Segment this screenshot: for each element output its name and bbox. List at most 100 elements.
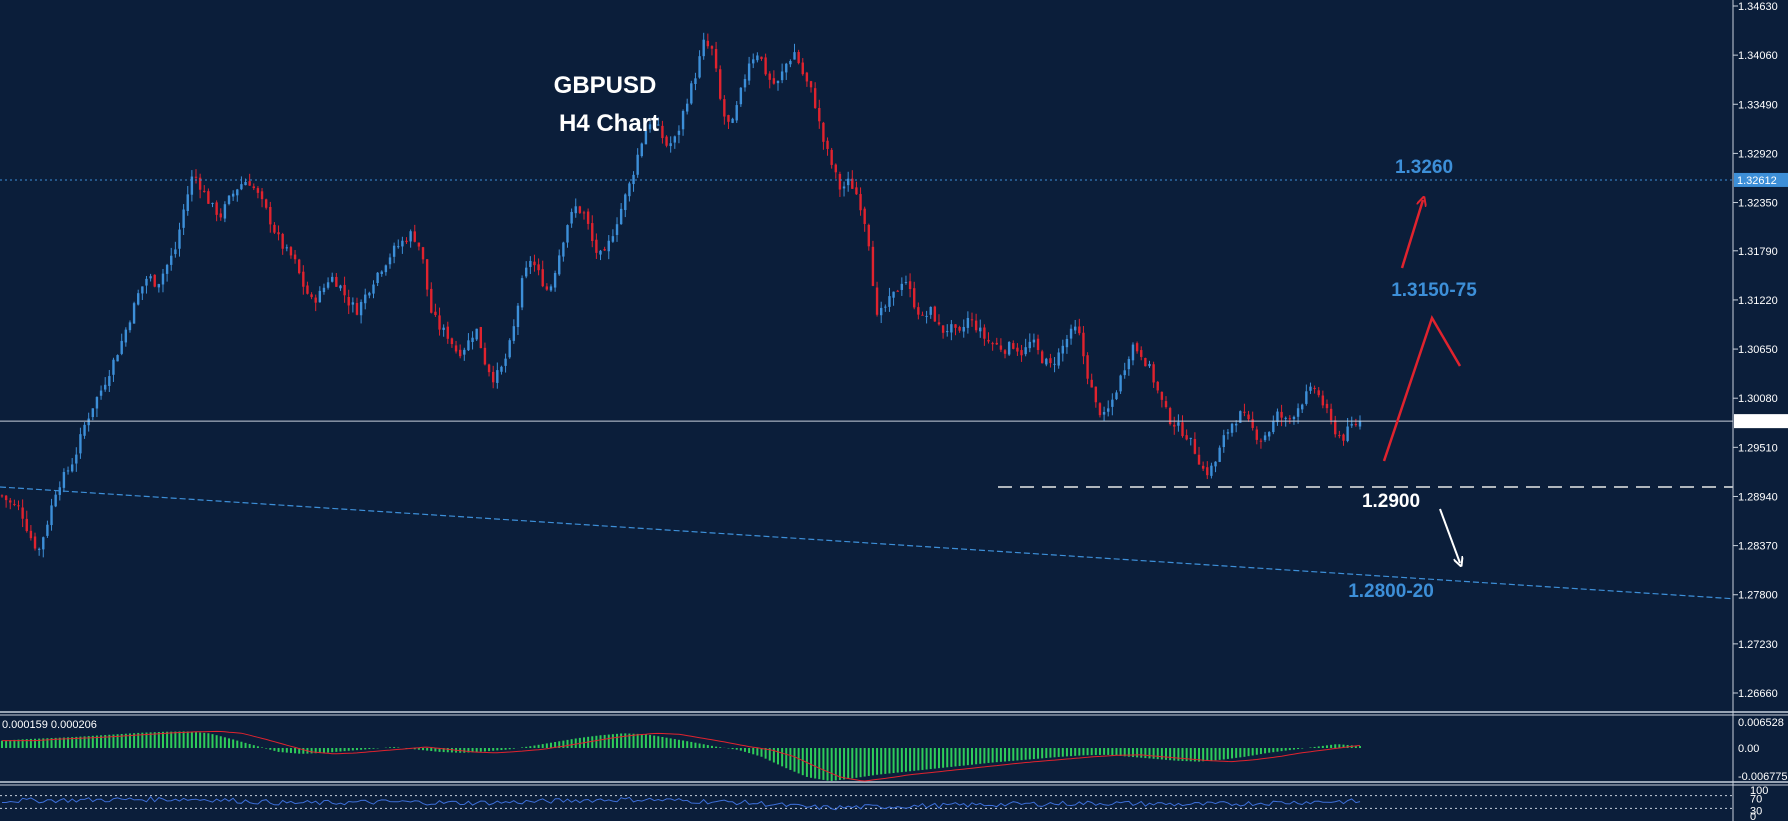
candle-body — [1255, 429, 1259, 440]
candle-body — [248, 181, 251, 186]
candle-body — [198, 177, 202, 190]
candle-body — [277, 232, 280, 235]
candle-body — [822, 122, 825, 142]
candle-body — [652, 123, 656, 125]
downside-arrow — [1439, 508, 1460, 563]
candle-body — [1012, 343, 1015, 349]
candle-body — [512, 326, 516, 341]
candle-body — [372, 284, 375, 294]
candle-body — [421, 247, 425, 260]
candle-body — [1206, 467, 1209, 476]
candle-body — [137, 293, 140, 305]
price-tick-label: 1.29510 — [1738, 442, 1778, 454]
candle-body — [1119, 375, 1122, 392]
candle-body — [1148, 363, 1151, 367]
candle-body — [673, 136, 677, 143]
candle-body — [1094, 386, 1098, 403]
candle-body — [446, 326, 449, 339]
candle-body — [962, 327, 965, 332]
candle-body — [42, 537, 45, 550]
candle-body — [1016, 347, 1019, 352]
candle-body — [1024, 347, 1027, 355]
candle-body — [1045, 358, 1048, 365]
candle-body — [240, 184, 243, 190]
candle-body — [520, 278, 524, 308]
candle-body — [1177, 422, 1180, 426]
candle-body — [719, 69, 722, 99]
candle-body — [946, 331, 949, 333]
candle-body — [4, 495, 8, 501]
candle-body — [1329, 408, 1333, 421]
candle-body — [834, 164, 837, 173]
candle-body — [1164, 401, 1168, 408]
candle-body — [1135, 343, 1139, 352]
candle-body — [863, 208, 866, 224]
candle-body — [900, 283, 904, 290]
candle-body — [669, 143, 672, 147]
candle-body — [851, 178, 854, 189]
candle-body — [1267, 432, 1271, 437]
macd-signal-line — [2, 730, 1361, 782]
candle-body — [231, 193, 235, 197]
candle-body — [388, 257, 392, 265]
candle-body — [723, 99, 726, 117]
candle-body — [368, 292, 371, 296]
candle-body — [454, 345, 458, 352]
candle-body — [586, 211, 590, 224]
candle-body — [805, 72, 809, 82]
candle-body — [785, 63, 788, 73]
downside-target-label: 1.2800-20 — [1348, 581, 1434, 602]
candle-body — [1102, 411, 1106, 415]
candle-body — [479, 327, 483, 349]
candle-body — [896, 290, 899, 292]
candle-body — [558, 255, 561, 275]
candle-body — [739, 87, 743, 105]
candle-body — [417, 242, 421, 247]
candle-body — [467, 340, 470, 351]
candle-body — [1115, 392, 1118, 400]
candle-body — [244, 181, 247, 186]
candle-body — [950, 324, 953, 333]
current-price-tag-bg — [1734, 414, 1788, 429]
candle-body — [661, 125, 664, 139]
candle-body — [1226, 432, 1230, 434]
candle-body — [463, 349, 466, 355]
candle-body — [1251, 419, 1254, 428]
candle-body — [496, 370, 499, 383]
candle-body — [859, 194, 862, 211]
candle-body — [1065, 338, 1069, 348]
price-tick-label: 1.32920 — [1738, 148, 1778, 160]
candle-body — [1346, 426, 1349, 441]
candle-body — [149, 276, 152, 279]
candle-body — [442, 327, 445, 330]
candle-body — [529, 260, 532, 267]
candle-body — [842, 186, 846, 189]
candle-body — [132, 303, 136, 324]
price-tick-label: 1.28370 — [1738, 541, 1778, 553]
candle-body — [913, 288, 916, 308]
candle-body — [182, 209, 185, 228]
candle-body — [578, 206, 582, 213]
candle-body — [595, 239, 598, 253]
price-tick-label: 1.31220 — [1738, 295, 1778, 307]
candle-body — [1288, 418, 1292, 420]
candle-body — [21, 507, 24, 519]
candle-body — [941, 325, 945, 333]
price-panel — [0, 32, 1734, 600]
candle-body — [1222, 435, 1225, 448]
candle-body — [99, 390, 103, 396]
candle-body — [619, 208, 623, 225]
candle-body — [120, 340, 123, 354]
candle-body — [747, 63, 751, 81]
price-tick-label: 1.27230 — [1738, 639, 1778, 651]
price-tick-label: 1.31790 — [1738, 246, 1778, 258]
candle-body — [413, 231, 416, 242]
candle-body — [760, 56, 763, 60]
candle-body — [409, 231, 412, 242]
candle-body — [838, 173, 842, 190]
candle-body — [1354, 424, 1358, 426]
candle-body — [1007, 342, 1011, 355]
candle-body — [1160, 391, 1164, 400]
candle-body — [1189, 437, 1192, 439]
candle-body — [582, 212, 586, 214]
